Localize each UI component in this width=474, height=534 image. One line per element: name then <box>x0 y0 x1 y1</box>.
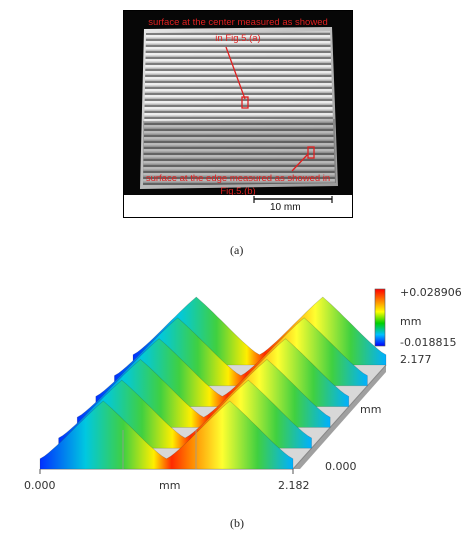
y-axis-unit: mm <box>360 403 381 416</box>
annotation-edge-line1: surface at the edge measured as showed i… <box>146 173 330 184</box>
center-measure-box <box>241 96 249 109</box>
x-axis-min: 0.000 <box>24 479 56 492</box>
caption-a: (a) <box>230 243 244 257</box>
annotation-center-line2: in Fig.5.(a) <box>215 33 260 44</box>
colorbar-unit: mm <box>400 315 421 328</box>
surface-plot: 0.000 mm 2.182 0.000 mm 2.177 +0.028906 … <box>24 286 462 492</box>
colorbar <box>374 288 386 347</box>
x-axis-max: 2.182 <box>278 479 310 492</box>
colorbar-min: -0.018815 <box>400 336 456 349</box>
annotation-edge-arrow <box>291 153 309 172</box>
grooved-specimen-image: surface at the center measured as showed… <box>124 11 352 217</box>
scale-bar-label: 10 mm <box>270 202 301 213</box>
colorbar-max: +0.028906 <box>400 286 462 299</box>
caption-b: (b) <box>230 516 244 530</box>
surface-mesh <box>39 296 387 470</box>
surface-band <box>39 400 294 470</box>
annotation-center-arrow <box>225 46 246 100</box>
edge-measure-box <box>307 146 315 159</box>
y-axis-max: 2.177 <box>400 353 432 366</box>
y-axis-min: 0.000 <box>325 460 357 473</box>
scale-bar-box: 10 mm <box>124 195 352 217</box>
annotation-center-line1: surface at the center measured as showed <box>148 17 328 28</box>
annotation-edge-line2: Fig.5.(b) <box>220 186 255 197</box>
groove-pattern <box>143 31 335 186</box>
x-axis-unit: mm <box>159 479 180 492</box>
sample-photo: surface at the center measured as showed… <box>123 10 353 218</box>
